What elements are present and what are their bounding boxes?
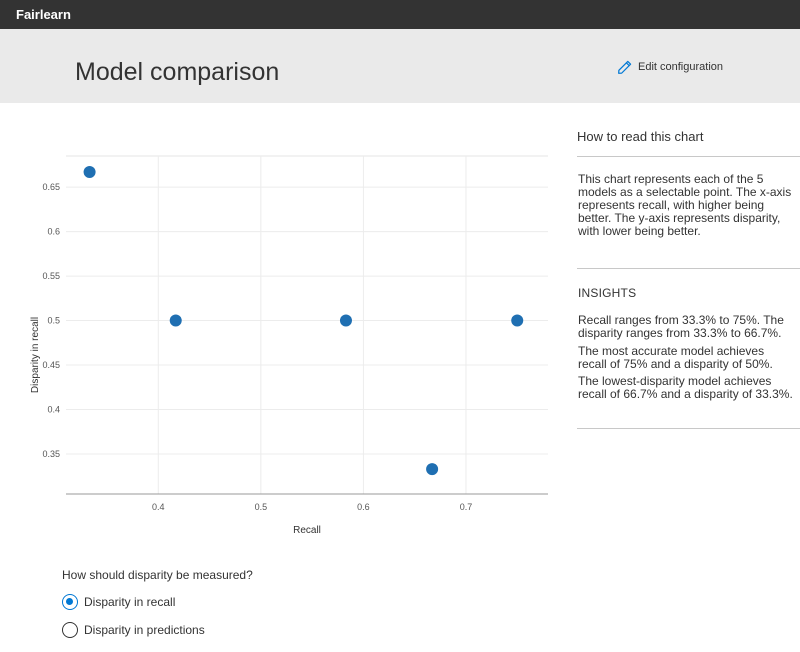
data-point[interactable] <box>426 463 439 476</box>
grid <box>66 155 548 494</box>
x-axis-title: Recall <box>293 525 321 536</box>
insight-most-accurate: The most accurate model achieves recall … <box>578 344 773 371</box>
y-tick-label: 0.5 <box>47 316 60 326</box>
insight-lowest-disparity: The lowest-disparity model achieves reca… <box>578 374 793 401</box>
y-tick-label: 0.65 <box>42 182 60 192</box>
page-title: Model comparison <box>75 58 280 86</box>
x-tick-label: 0.5 <box>255 502 268 512</box>
y-tick-label: 0.35 <box>42 449 60 459</box>
how-to-read-text: This chart represents each of the 5 mode… <box>578 172 792 238</box>
axes: 0.35 0.4 0.45 0.5 0.55 0.6 0.65 0.4 0.5 0.6 0.7 <box>42 182 548 512</box>
radio-label: Disparity in recall <box>84 595 176 609</box>
edit-configuration-button[interactable]: Edit configuration <box>617 59 723 75</box>
insight-recall-range: Recall ranges from 33.3% to 75%. The dis… <box>578 313 784 340</box>
panel-divider <box>577 156 800 157</box>
pencil-icon <box>618 60 632 74</box>
panel-divider <box>577 268 800 269</box>
y-axis-title: Disparity in recall <box>30 317 41 393</box>
y-tick-label: 0.6 <box>47 227 60 237</box>
page-header: Model comparison Edit configuration <box>0 29 800 103</box>
model-comparison-chart: 0.35 0.4 0.45 0.5 0.55 0.6 0.65 0.4 0.5 0.6 0.7 Re… <box>0 110 560 550</box>
app-brand: Fairlearn <box>16 7 71 22</box>
data-points <box>83 166 524 476</box>
radio-label: Disparity in predictions <box>84 623 205 637</box>
data-point[interactable] <box>83 166 96 179</box>
x-tick-label: 0.6 <box>357 502 370 512</box>
x-tick-label: 0.7 <box>460 502 473 512</box>
disparity-question: How should disparity be measured? <box>62 568 253 582</box>
y-tick-label: 0.45 <box>42 360 60 370</box>
top-bar: Fairlearn <box>0 0 800 29</box>
y-tick-label: 0.4 <box>47 405 60 415</box>
radio-disparity-predictions[interactable]: Disparity in predictions <box>62 622 205 638</box>
x-tick-label: 0.4 <box>152 502 165 512</box>
edit-configuration-label: Edit configuration <box>638 61 723 73</box>
data-point[interactable] <box>511 314 524 327</box>
data-point[interactable] <box>339 314 352 327</box>
panel-divider <box>577 428 800 429</box>
data-point[interactable] <box>169 314 182 327</box>
radio-disparity-recall[interactable]: Disparity in recall <box>62 594 175 610</box>
radio-button-selected[interactable] <box>62 594 78 610</box>
insights-title: INSIGHTS <box>578 286 637 300</box>
scatter-plot: 0.35 0.4 0.45 0.5 0.55 0.6 0.65 0.4 0.5 0.6 0.7 Re… <box>30 155 548 536</box>
how-to-read-title: How to read this chart <box>577 129 704 144</box>
radio-button[interactable] <box>62 622 78 638</box>
y-tick-label: 0.55 <box>42 271 60 281</box>
